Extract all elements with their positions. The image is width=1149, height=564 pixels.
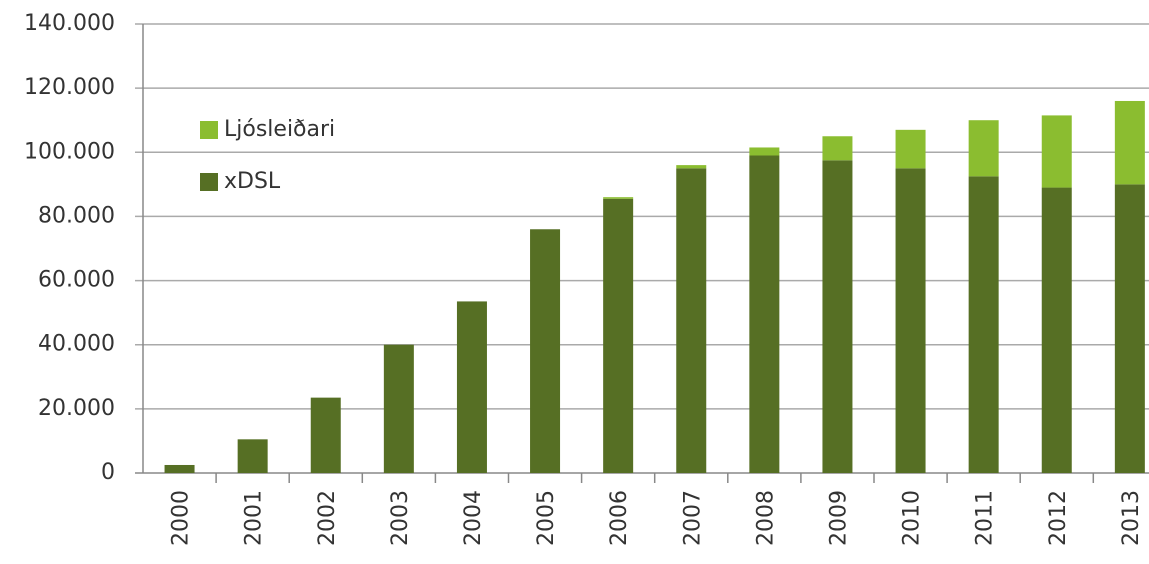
legend-label: xDSL	[224, 169, 281, 194]
bar-segment	[749, 155, 780, 473]
bar-segment	[1041, 115, 1072, 188]
y-tick-label: 40.000	[38, 332, 115, 357]
y-tick-label: 100.000	[24, 139, 115, 164]
bar-segment	[676, 165, 707, 169]
x-tick-label: 2004	[461, 490, 486, 546]
y-tick-label: 140.000	[24, 11, 115, 36]
bar-segment	[383, 344, 414, 473]
bar-segment	[676, 168, 707, 474]
legend-swatch	[200, 173, 218, 191]
bar-segment	[968, 176, 999, 473]
bar-segment	[749, 147, 780, 156]
x-tick-label: 2012	[1046, 490, 1071, 546]
bar-segment	[603, 197, 634, 199]
bar-segment	[1114, 100, 1145, 185]
x-tick-label: 2011	[973, 490, 998, 546]
x-tick-label: 2007	[680, 490, 705, 546]
bar-segment	[968, 120, 999, 177]
legend-swatch	[200, 121, 218, 139]
bar-segment	[1114, 184, 1145, 473]
bar-segment	[456, 301, 487, 473]
bar-segment	[1041, 187, 1072, 474]
x-tick-label: 2005	[534, 490, 559, 546]
bar-segment	[822, 136, 853, 161]
x-tick-label: 2010	[900, 490, 925, 546]
x-tick-label: 2009	[826, 490, 851, 546]
x-tick-label: 2003	[388, 490, 413, 546]
y-tick-label: 80.000	[38, 203, 115, 228]
y-tick-label: 20.000	[38, 396, 115, 421]
x-tick-label: 2006	[607, 490, 632, 546]
bar-segment	[603, 198, 634, 473]
x-tick-label: 2001	[242, 490, 267, 546]
bar-segment	[822, 160, 853, 473]
bar-segment	[895, 168, 926, 474]
y-tick-label: 0	[101, 460, 115, 485]
y-tick-label: 60.000	[38, 268, 115, 293]
bar-segment	[237, 439, 268, 473]
x-tick-label: 2008	[753, 490, 778, 546]
legend-label: Ljósleiðari	[224, 117, 335, 142]
x-tick-label: 2000	[169, 490, 194, 546]
y-tick-label: 120.000	[24, 75, 115, 100]
x-tick-label: 2013	[1119, 490, 1144, 546]
bar-segment	[530, 229, 561, 473]
bar-segment	[310, 397, 341, 473]
bar-segment	[164, 464, 195, 473]
x-tick-label: 2002	[315, 490, 340, 546]
bar-segment	[895, 129, 926, 169]
